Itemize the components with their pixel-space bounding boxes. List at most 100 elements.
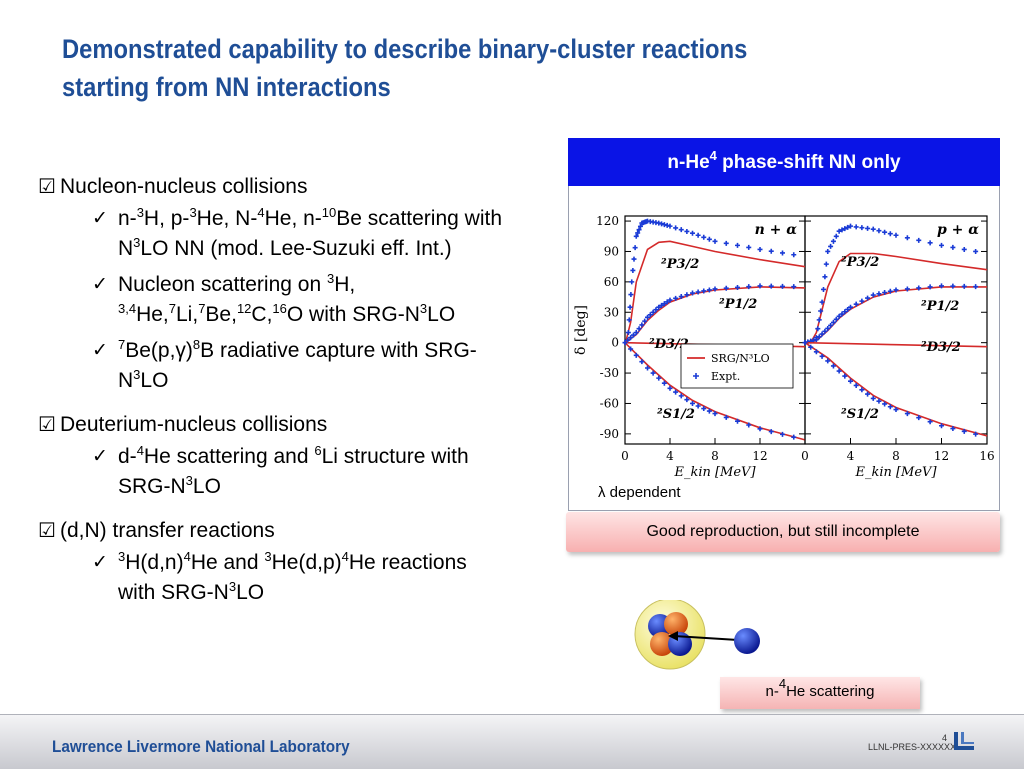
expt-point — [780, 431, 785, 437]
expt-point — [845, 306, 851, 312]
bullet-list: ☑ Nucleon-nucleus collisions ✓ n-3H, p-3H… — [38, 172, 508, 614]
y-axis-label: δ [deg] — [573, 305, 589, 355]
expt-point — [735, 242, 740, 248]
expt-point — [887, 231, 893, 237]
expt-point — [712, 411, 718, 417]
expt-point — [625, 330, 631, 336]
x-tick-label: 8 — [711, 449, 719, 463]
y-tick-label: 120 — [596, 214, 619, 228]
expt-point — [830, 238, 836, 244]
list-item: ✓ d-4He scattering and 6Li structure wit… — [92, 443, 469, 498]
lambda-symbol: λ — [598, 484, 606, 501]
slide-title-line1: Demonstrated capability to describe bina… — [62, 34, 748, 64]
expt-point — [819, 299, 825, 305]
expt-point — [673, 295, 679, 301]
expt-point — [820, 286, 826, 292]
expt-point — [735, 284, 740, 290]
expt-point — [768, 283, 774, 289]
expt-point — [973, 248, 979, 254]
y-tick-label: -30 — [600, 366, 619, 380]
page-number: 4 — [942, 733, 948, 743]
incoming-neutron — [734, 628, 760, 654]
expt-point — [813, 337, 819, 343]
y-tick-label: -90 — [600, 427, 619, 441]
lab-name: Lawrence Livermore National Laboratory — [52, 737, 350, 756]
section-deuterium-heading: Deuterium-nucleus collisions — [60, 413, 328, 436]
expt-point — [887, 288, 893, 294]
expt-point — [939, 283, 944, 289]
list-item: ✓ n-3H, p-3He, N-4He, n-10Be scattering … — [92, 205, 502, 260]
checkmark-icon: ✓ — [92, 274, 108, 295]
y-tick-label: -60 — [600, 396, 619, 410]
arrow-line — [673, 635, 739, 641]
reproduction-callout: Good reproduction, but still incomplete — [566, 512, 1000, 552]
expt-point — [882, 401, 888, 407]
expt-point — [848, 223, 853, 229]
expt-point — [973, 284, 979, 290]
expt-point — [628, 335, 634, 341]
llnl-logo-icon — [954, 732, 974, 750]
expt-point — [757, 246, 763, 252]
proton — [650, 632, 674, 656]
section-transfer: ☑ (d,N) transfer reactions — [38, 516, 508, 546]
expt-point — [893, 287, 899, 293]
expt-point — [706, 408, 712, 414]
expt-point — [630, 332, 636, 338]
expt-point — [735, 418, 740, 424]
srg-curve — [804, 341, 988, 348]
expt-point — [695, 289, 701, 295]
expt-point — [836, 228, 842, 234]
expt-point — [839, 311, 845, 317]
expt-point — [950, 244, 956, 250]
srg-curve — [625, 240, 806, 341]
expt-point — [661, 380, 667, 386]
expt-point — [633, 352, 639, 358]
expt-point — [842, 373, 848, 379]
expt-point — [642, 318, 648, 324]
expt-point — [853, 301, 859, 307]
expt-point — [833, 316, 839, 322]
expt-point — [816, 317, 822, 323]
panel-label: n + α — [755, 222, 798, 238]
expt-point — [848, 304, 853, 310]
legend-label: Expt. — [711, 370, 740, 383]
checkmark-icon: ✓ — [92, 552, 108, 573]
expt-point — [833, 233, 839, 239]
expt-point — [865, 391, 871, 397]
expt-point — [836, 368, 842, 374]
document-code: LLNL-PRES-XXXXXX — [868, 742, 957, 752]
expt-point — [950, 426, 956, 432]
expt-point — [822, 274, 828, 280]
expt-point — [746, 284, 752, 290]
expt-point — [695, 403, 701, 409]
expt-point — [661, 301, 667, 307]
expt-point — [712, 238, 718, 244]
checkbox-icon: ☑ — [38, 414, 56, 436]
x-tick-label: 0 — [621, 449, 629, 463]
expt-point — [859, 298, 865, 304]
expt-point — [746, 244, 752, 250]
expt-point — [757, 283, 763, 289]
expt-point — [645, 365, 650, 371]
plot-frame — [624, 215, 806, 445]
expt-point — [927, 284, 933, 290]
expt-point — [701, 234, 707, 240]
checkbox-icon: ☑ — [38, 520, 56, 542]
legend-marker — [693, 373, 699, 379]
state-label: ²P1/2 — [719, 297, 757, 312]
expt-point — [870, 292, 876, 298]
expt-point — [927, 240, 933, 246]
expt-point — [723, 285, 729, 291]
expt-point — [823, 261, 829, 267]
expt-point — [791, 252, 797, 258]
expt-point — [628, 292, 634, 298]
section-deuterium: ☑ Deuterium-nucleus collisions — [38, 410, 508, 440]
expt-point — [808, 344, 814, 350]
checkmark-icon: ✓ — [92, 340, 108, 361]
expt-point — [904, 286, 910, 292]
expt-point — [830, 363, 836, 369]
expt-point — [822, 328, 828, 334]
x-tick-label: 16 — [979, 449, 994, 463]
expt-point — [882, 290, 888, 296]
expt-point — [848, 378, 853, 384]
